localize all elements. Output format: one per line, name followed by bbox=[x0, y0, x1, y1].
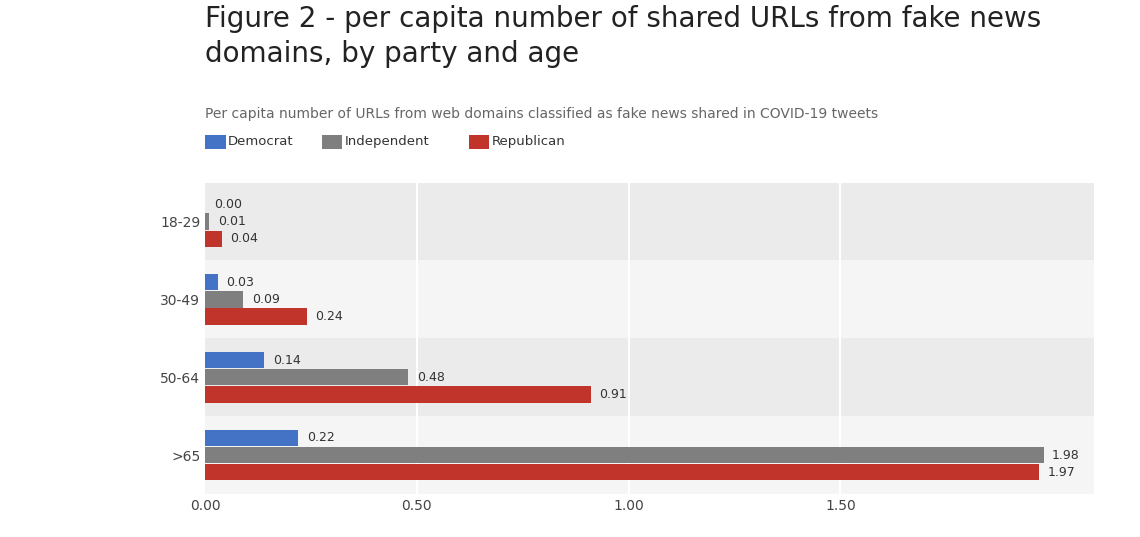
Text: Per capita number of URLs from web domains classified as fake news shared in COV: Per capita number of URLs from web domai… bbox=[205, 107, 878, 121]
Text: 0.14: 0.14 bbox=[272, 353, 301, 367]
Text: 0.04: 0.04 bbox=[230, 232, 259, 245]
Text: 0.24: 0.24 bbox=[316, 310, 343, 323]
Bar bbox=[205, 352, 264, 368]
Text: Republican: Republican bbox=[491, 135, 565, 148]
Bar bbox=[205, 386, 591, 403]
Bar bbox=[205, 447, 1043, 463]
Bar bbox=[205, 416, 1094, 494]
Text: 0.22: 0.22 bbox=[307, 431, 334, 445]
Text: Figure 2 - per capita number of shared URLs from fake news
domains, by party and: Figure 2 - per capita number of shared U… bbox=[205, 5, 1042, 68]
Bar bbox=[205, 274, 218, 291]
Bar bbox=[205, 291, 243, 308]
Text: Independent: Independent bbox=[344, 135, 430, 148]
Bar bbox=[205, 338, 1094, 416]
Bar bbox=[205, 213, 210, 230]
Bar bbox=[205, 308, 307, 325]
Bar bbox=[205, 183, 1094, 260]
Bar bbox=[205, 430, 299, 446]
Text: 1.98: 1.98 bbox=[1052, 448, 1080, 462]
Text: 0.03: 0.03 bbox=[227, 275, 254, 289]
Text: Democrat: Democrat bbox=[228, 135, 294, 148]
Text: 0.48: 0.48 bbox=[417, 371, 445, 384]
Text: 0.01: 0.01 bbox=[218, 215, 246, 228]
Text: 1.97: 1.97 bbox=[1048, 466, 1075, 479]
Bar bbox=[205, 260, 1094, 338]
Bar bbox=[205, 369, 408, 386]
Bar bbox=[205, 230, 222, 247]
Text: 0.09: 0.09 bbox=[252, 293, 279, 306]
Text: 0.00: 0.00 bbox=[213, 198, 242, 211]
Text: 0.91: 0.91 bbox=[598, 388, 627, 401]
Bar bbox=[205, 464, 1040, 481]
